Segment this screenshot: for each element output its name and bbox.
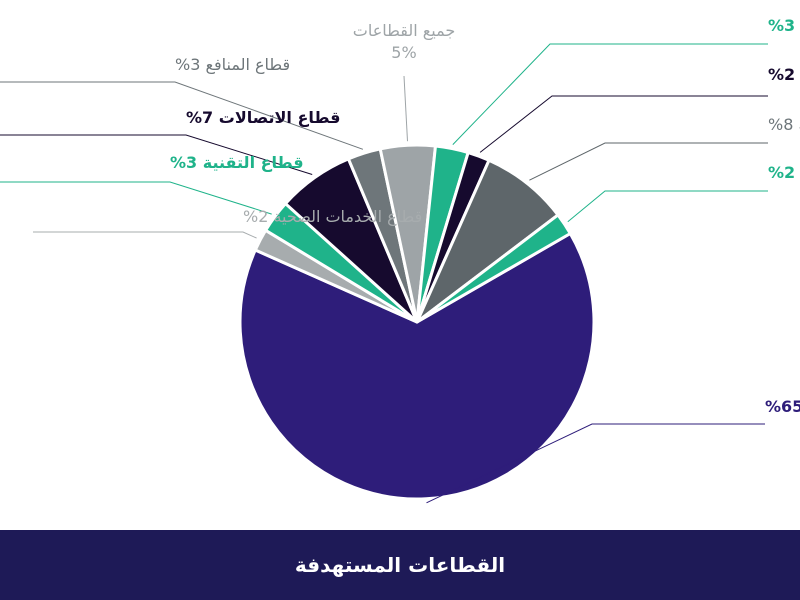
pie-slice bbox=[415, 158, 560, 324]
slice-label: القطاع المالي 2% bbox=[768, 163, 800, 183]
leader-lines bbox=[0, 43, 768, 504]
slice-labels: القطاع الحكومي 65% قطاع الخدمات الصحية 2%… bbox=[170, 16, 800, 417]
pie-chart: القطاع الحكومي 65% قطاع الخدمات الصحية 2%… bbox=[0, 16, 800, 504]
leader-line bbox=[567, 190, 768, 223]
slice-label: قطاع الاتصالات 7% bbox=[186, 108, 340, 127]
pie-slices bbox=[238, 143, 596, 501]
slice-label: قطاع خدمات المستهلك 2% bbox=[768, 65, 800, 84]
leader-line bbox=[479, 95, 768, 153]
leader-line bbox=[403, 75, 408, 142]
footer-bar: القطاعات المستهدفة bbox=[0, 530, 800, 600]
leader-line bbox=[529, 142, 768, 181]
leader-line bbox=[452, 43, 768, 145]
slice-label: قطاع الطاقة 8% bbox=[768, 115, 800, 135]
pie-slice bbox=[238, 232, 596, 501]
leader-line bbox=[426, 423, 765, 504]
slice-label: قطاع التقنية 3% bbox=[170, 153, 304, 172]
leader-line bbox=[0, 134, 313, 175]
slice-label: قطاع المنافع 3% bbox=[175, 55, 290, 75]
chart-title: القطاعات المستهدفة bbox=[294, 553, 506, 577]
leader-line bbox=[0, 181, 272, 215]
leader-line bbox=[0, 81, 364, 150]
slice-label: جميع القطاعات bbox=[353, 21, 455, 41]
pie-slice bbox=[415, 213, 572, 324]
slice-value-label: 5% bbox=[391, 43, 416, 62]
slice-label: قطاع المواد الأساسية 3% bbox=[768, 16, 800, 35]
slice-label: قطاع الخدمات الصحية 2% bbox=[243, 207, 422, 227]
slice-label: القطاع الحكومي 65% bbox=[765, 397, 800, 417]
leader-line bbox=[33, 231, 257, 239]
